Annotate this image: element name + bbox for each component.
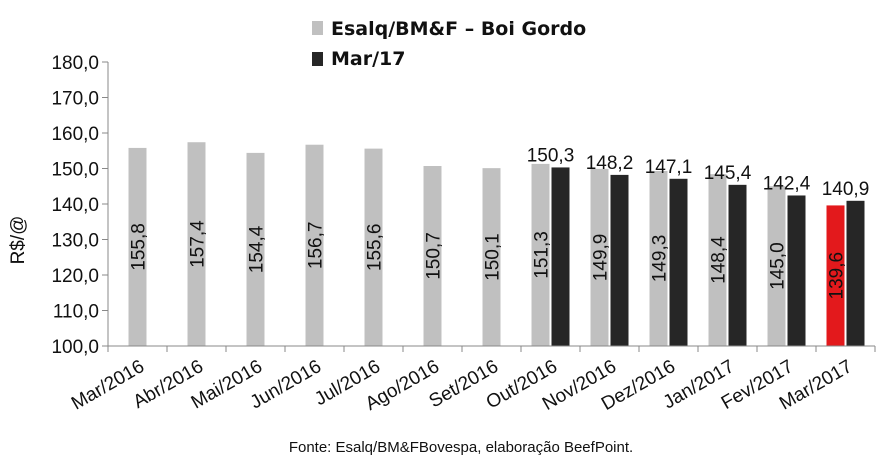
bar-value-label-mar17: 150,3 — [527, 145, 575, 166]
bar-esalq — [305, 144, 324, 346]
y-tick-label: 130,0 — [51, 231, 99, 252]
bar-mar17 — [846, 200, 865, 346]
y-tick-label: 140,0 — [51, 195, 99, 216]
y-tick-label: 170,0 — [51, 89, 99, 110]
bar-value-label-mar17: 147,1 — [645, 157, 693, 178]
bar-esalq — [482, 168, 501, 346]
bar-value-label-esalq: 155,6 — [365, 224, 386, 272]
y-tick-label: 160,0 — [51, 124, 99, 145]
bar-mar17 — [669, 178, 688, 346]
bar-esalq — [590, 168, 609, 346]
bar-esalq — [531, 163, 550, 346]
y-tick-label: 150,0 — [51, 160, 99, 181]
bar-value-label-esalq: 145,0 — [768, 242, 789, 290]
bar-esalq — [649, 170, 668, 346]
bar-mar17 — [610, 174, 629, 346]
bar-value-label-esalq: 154,4 — [247, 225, 268, 273]
bar-value-label-esalq: 155,8 — [129, 223, 150, 271]
bar-esalq — [423, 166, 442, 346]
bar-value-label-mar17: 142,4 — [763, 173, 811, 194]
bar-value-label-esalq: 149,3 — [650, 235, 671, 283]
bar-esalq — [826, 205, 845, 346]
bar-mar17 — [728, 184, 747, 346]
bars: 155,8 157,4 154,4 156,7 155,6 150,7 150,1 151,3… — [128, 142, 870, 346]
y-axis: 100,0 110,0 120,0 130,0 140,0 150,0 160,0 170,0… — [51, 53, 109, 358]
bar-value-label-mar17: 148,2 — [586, 153, 634, 174]
y-tick-label: 120,0 — [51, 266, 99, 287]
bar-value-label-esalq: 150,7 — [424, 232, 445, 280]
bar-value-label-esalq: 149,9 — [591, 234, 612, 282]
bar-esalq — [767, 186, 786, 346]
bar-value-label-esalq: 156,7 — [306, 222, 327, 270]
bar-value-label-mar17: 140,9 — [822, 179, 870, 200]
y-tick-label: 100,0 — [51, 337, 99, 358]
bar-mar17 — [787, 195, 806, 346]
legend-swatch-esalq — [312, 21, 323, 35]
bar-value-label-esalq: 151,3 — [532, 231, 553, 279]
bar-value-label-mar17: 145,4 — [704, 163, 752, 184]
bar-esalq — [246, 152, 265, 346]
bar-esalq — [708, 174, 727, 346]
y-axis-label: R$/@ — [8, 216, 29, 265]
y-tick-label: 110,0 — [53, 302, 99, 323]
bar-value-label-esalq: 157,4 — [188, 220, 209, 268]
x-axis: Mar/2016Abr/2016Mai/2016Jun/2016Jul/2016… — [68, 345, 876, 415]
bar-esalq — [187, 142, 206, 346]
bar-esalq — [364, 148, 383, 346]
legend: Esalq/BM&F – Boi Gordo Mar/17 — [312, 18, 586, 70]
source-note: Fonte: Esalq/BM&FBovespa, elaboração Bee… — [289, 439, 633, 456]
bar-mar17 — [551, 167, 570, 346]
bar-value-label-esalq: 148,4 — [709, 236, 730, 284]
bar-value-label-esalq: 139,6 — [827, 252, 848, 300]
legend-label-mar17: Mar/17 — [331, 48, 405, 70]
legend-swatch-mar17 — [312, 52, 323, 66]
legend-label-esalq: Esalq/BM&F – Boi Gordo — [331, 18, 586, 40]
bar-esalq — [128, 147, 147, 346]
y-tick-label: 180,0 — [51, 53, 99, 74]
bar-value-label-esalq: 150,1 — [483, 233, 504, 281]
